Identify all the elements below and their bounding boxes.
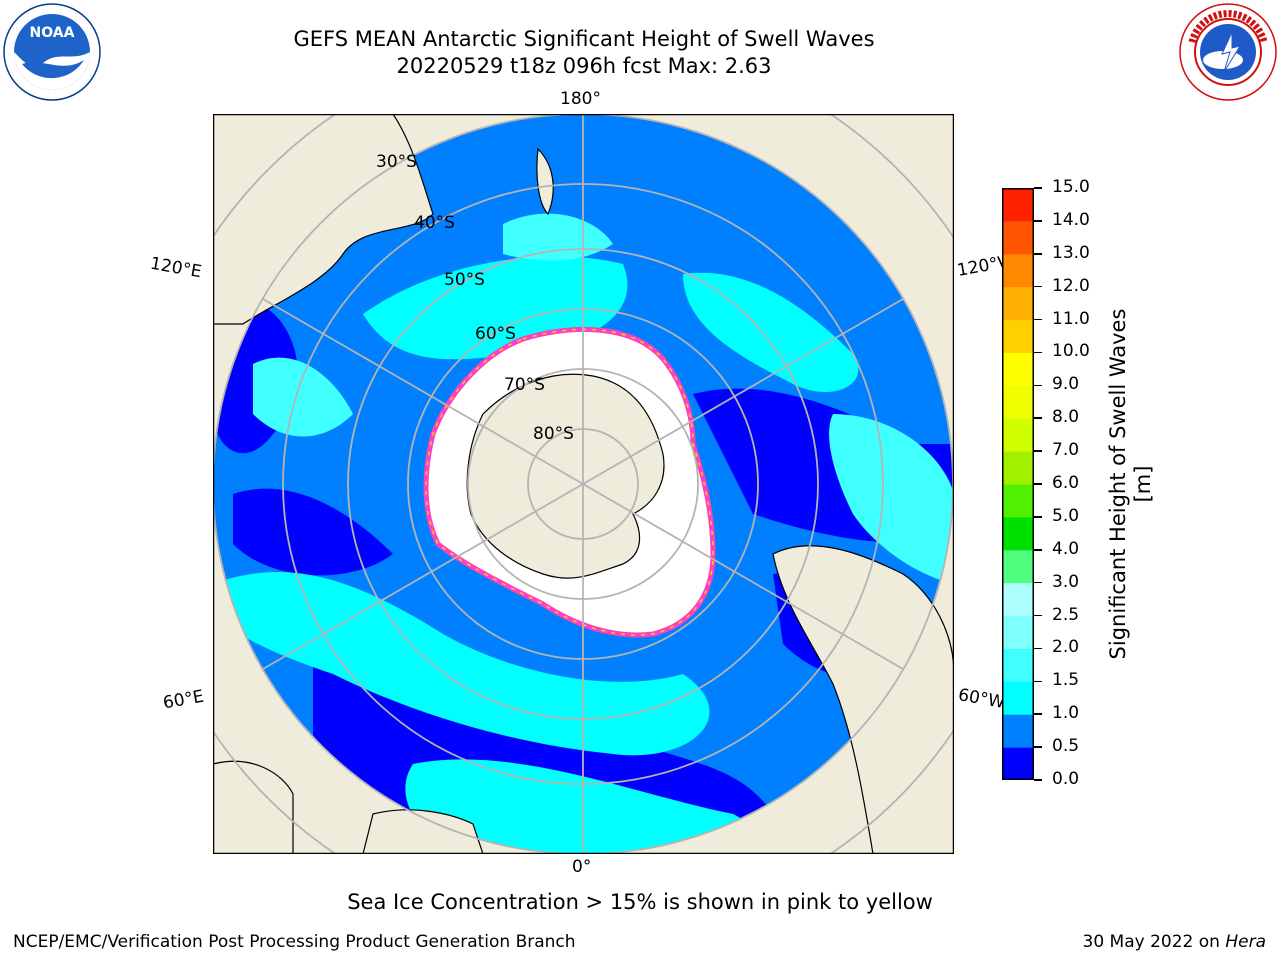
colorbar-tick-mark bbox=[1034, 647, 1042, 650]
colorbar-tick-label: 3.0 bbox=[1052, 571, 1080, 592]
footer-date: 30 May 2022 on Hera bbox=[1082, 932, 1267, 952]
colorbar-tick-label: 2.5 bbox=[1052, 604, 1080, 625]
colorbar-cell bbox=[1002, 648, 1034, 682]
colorbar-cell bbox=[1002, 220, 1034, 255]
lon-label-120e: 120°E bbox=[148, 253, 204, 283]
colorbar-tick-mark bbox=[1034, 483, 1042, 485]
colorbar-tick-mark bbox=[1034, 713, 1042, 715]
colorbar-tick-label: 12.0 bbox=[1052, 275, 1090, 296]
colorbar-tick-mark bbox=[1034, 285, 1042, 288]
colorbar-tick-label: 4.0 bbox=[1052, 538, 1080, 559]
colorbar-cell bbox=[1002, 385, 1034, 419]
colorbar-cell bbox=[1002, 352, 1034, 386]
colorbar-tick-label: 2.0 bbox=[1052, 637, 1080, 658]
colorbar-cell bbox=[1002, 714, 1034, 748]
lat-label-80s: 80°S bbox=[533, 424, 574, 444]
colorbar-cell bbox=[1002, 681, 1034, 715]
colorbar-cell bbox=[1002, 188, 1034, 222]
colorbar bbox=[1002, 188, 1034, 780]
colorbar-cell bbox=[1002, 286, 1034, 321]
colorbar-tick-label: 1.0 bbox=[1052, 703, 1080, 724]
continents bbox=[213, 114, 954, 854]
colorbar-tick-mark bbox=[1034, 253, 1042, 255]
colorbar-tick-mark bbox=[1034, 417, 1042, 419]
colorbar-cell bbox=[1002, 516, 1034, 551]
footer-machine: Hera bbox=[1225, 932, 1266, 952]
colorbar-cell bbox=[1002, 747, 1034, 780]
colorbar-tick-label: 10.0 bbox=[1052, 341, 1090, 362]
colorbar-tick-mark bbox=[1034, 746, 1042, 748]
colorbar-tick-mark bbox=[1034, 680, 1042, 683]
colorbar-tick-label: 7.0 bbox=[1052, 440, 1080, 461]
colorbar-tick-mark bbox=[1034, 351, 1042, 354]
footer-branch: NCEP/EMC/Verification Post Processing Pr… bbox=[13, 932, 576, 952]
colorbar-tick-mark bbox=[1034, 220, 1042, 222]
colorbar-tick-label: 6.0 bbox=[1052, 473, 1080, 493]
colorbar-tick-mark bbox=[1034, 581, 1042, 584]
sea-ice-note: Sea Ice Concentration > 15% is shown in … bbox=[347, 890, 933, 914]
colorbar-cell bbox=[1002, 451, 1034, 485]
colorbar-cell bbox=[1002, 418, 1034, 452]
lon-label-60w: 60°W bbox=[956, 685, 1007, 713]
colorbar-tick-label: 0.0 bbox=[1052, 769, 1080, 789]
colorbar-label: Significant Height of Swell Waves [m] bbox=[1106, 308, 1155, 660]
colorbar-cell bbox=[1002, 549, 1034, 584]
lon-label-0: 0° bbox=[572, 857, 592, 877]
lon-label-60e: 60°E bbox=[161, 686, 206, 714]
colorbar-tick-label: 14.0 bbox=[1052, 209, 1090, 230]
lat-label-50s: 50°S bbox=[444, 270, 485, 290]
colorbar-tick-label: 13.0 bbox=[1052, 242, 1090, 263]
colorbar-tick-mark bbox=[1034, 549, 1042, 551]
colorbar-tick-mark bbox=[1034, 614, 1042, 617]
colorbar-tick-label: 8.0 bbox=[1052, 407, 1080, 428]
colorbar-tick-mark bbox=[1034, 384, 1042, 387]
colorbar-tick-mark bbox=[1034, 187, 1042, 189]
colorbar-tick-mark bbox=[1034, 779, 1042, 781]
colorbar-cell bbox=[1002, 253, 1034, 288]
colorbar-tick-label: 15.0 bbox=[1052, 177, 1090, 197]
colorbar-tick-mark bbox=[1034, 516, 1042, 518]
colorbar-tick-label: 9.0 bbox=[1052, 374, 1080, 395]
colorbar-tick-label: 11.0 bbox=[1052, 308, 1090, 329]
lat-label-60s: 60°S bbox=[475, 324, 516, 344]
graticule bbox=[213, 114, 954, 854]
colorbar-tick-mark bbox=[1034, 318, 1042, 321]
lat-label-30s: 30°S bbox=[376, 152, 417, 172]
colorbar-cell bbox=[1002, 484, 1034, 518]
colorbar-cell bbox=[1002, 582, 1034, 617]
colorbar-cell bbox=[1002, 319, 1034, 353]
polar-map bbox=[212, 113, 955, 855]
colorbar-border bbox=[1002, 188, 1034, 780]
lat-label-40s: 40°S bbox=[414, 213, 455, 233]
map-svg bbox=[212, 113, 955, 855]
colorbar-cell bbox=[1002, 615, 1034, 649]
noaa-logo: NOAA bbox=[3, 3, 101, 101]
lon-label-180: 180° bbox=[560, 89, 601, 109]
svg-text:NOAA: NOAA bbox=[30, 25, 75, 41]
map-subtitle: 20220529 t18z 096h fcst Max: 2.63 bbox=[396, 54, 772, 78]
colorbar-tick-label: 5.0 bbox=[1052, 505, 1080, 526]
colorbar-tick-label: 1.5 bbox=[1052, 670, 1080, 691]
colorbar-tick-mark bbox=[1034, 450, 1042, 452]
colorbar-tick-label: 0.5 bbox=[1052, 736, 1080, 757]
nws-logo bbox=[1179, 3, 1277, 101]
map-title: GEFS MEAN Antarctic Significant Height o… bbox=[293, 27, 875, 51]
lat-label-70s: 70°S bbox=[504, 375, 545, 395]
